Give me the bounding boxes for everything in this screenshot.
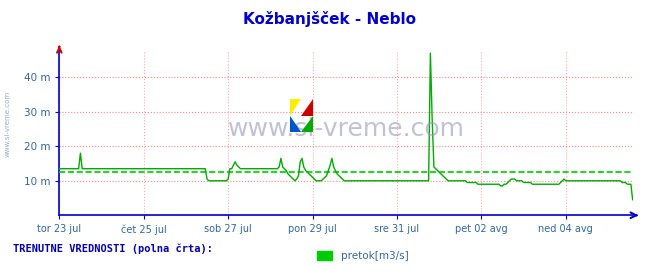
- Text: www.si-vreme.com: www.si-vreme.com: [227, 117, 465, 141]
- Legend: pretok[m3/s]: pretok[m3/s]: [312, 247, 413, 265]
- Polygon shape: [290, 99, 301, 116]
- Text: TRENUTNE VREDNOSTI (polna črta):: TRENUTNE VREDNOSTI (polna črta):: [13, 243, 213, 254]
- Text: Kožbanjšček - Neblo: Kožbanjšček - Neblo: [243, 11, 416, 27]
- Polygon shape: [301, 116, 313, 132]
- Text: www.si-vreme.com: www.si-vreme.com: [5, 91, 11, 157]
- Polygon shape: [301, 99, 313, 116]
- Polygon shape: [290, 116, 301, 132]
